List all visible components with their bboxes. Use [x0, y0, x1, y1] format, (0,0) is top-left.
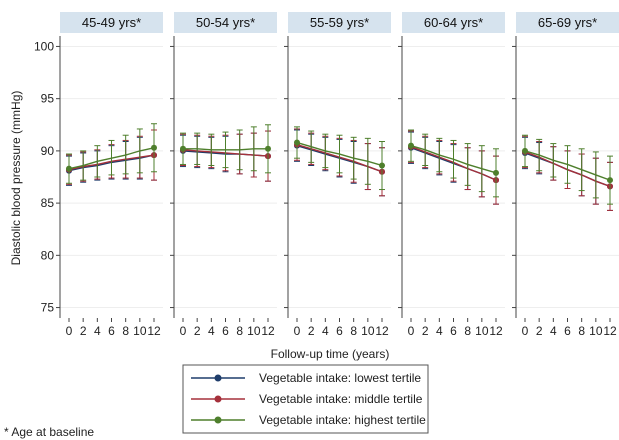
data-point	[66, 165, 72, 172]
data-point	[294, 139, 300, 146]
x-tick-label: 2	[536, 324, 543, 338]
data-point	[151, 144, 157, 151]
panel-2: 55-59 yrs* 0 2 4 6 8 10 12	[284, 12, 391, 338]
series-line	[296, 141, 383, 167]
series-line	[410, 144, 497, 174]
x-tick-label: 0	[180, 324, 187, 338]
panel-1: 50-54 yrs* 0 2 4 6 8 10 12	[170, 12, 277, 338]
series-line	[68, 147, 155, 170]
panel-header	[60, 12, 163, 33]
x-tick-label: 12	[489, 324, 503, 338]
panel-title: 65-69 yrs*	[538, 15, 597, 30]
x-tick-label: 4	[208, 324, 215, 338]
x-tick-label: 8	[122, 324, 129, 338]
series-highest	[294, 126, 385, 191]
x-tick-label: 2	[308, 324, 315, 338]
footnote: * Age at baseline	[4, 425, 94, 439]
legend-marker	[214, 416, 222, 424]
x-tick-label: 0	[408, 324, 415, 338]
x-axis-title: Follow-up time (years)	[271, 347, 390, 361]
x-tick-label: 2	[80, 324, 87, 338]
panel-3: 60-64 yrs* 0 2 4 6 8 10 12	[398, 12, 505, 338]
data-point	[408, 142, 414, 149]
y-tick-label: 95	[41, 92, 55, 106]
legend-label: Vegetable intake: highest tertile	[259, 413, 426, 427]
x-tick-label: 12	[147, 324, 161, 338]
series-highest	[180, 124, 271, 174]
x-tick-label: 8	[350, 324, 357, 338]
x-tick-label: 4	[550, 324, 557, 338]
panel-header	[288, 12, 391, 33]
series-line	[183, 148, 268, 151]
panel-header	[402, 12, 505, 33]
x-tick-label: 12	[375, 324, 389, 338]
legend-marker	[214, 395, 222, 403]
data-point	[265, 145, 271, 152]
data-point	[180, 145, 186, 152]
x-tick-label: 10	[475, 324, 489, 338]
panel-header	[174, 12, 277, 33]
series-highest	[66, 123, 157, 184]
panel-title: 60-64 yrs*	[424, 15, 483, 30]
series-highest	[522, 134, 613, 205]
data-point	[522, 147, 528, 154]
x-tick-label: 6	[222, 324, 229, 338]
panel-title: 45-49 yrs*	[82, 15, 141, 30]
panel-4: 65-69 yrs* 0 2 4 6 8 10 12	[512, 12, 619, 338]
x-tick-label: 6	[108, 324, 115, 338]
x-tick-label: 0	[294, 324, 301, 338]
data-point	[493, 169, 499, 176]
x-tick-label: 6	[564, 324, 571, 338]
y-axis-title: Diastolic blood pressure (mmHg)	[9, 91, 23, 266]
panel-0: 45-49 yrs* 75 80 85 90 95 100 0 2 4 6 8 10 12	[34, 12, 163, 338]
y-tick-label: 100	[34, 39, 54, 53]
legend-label: Vegetable intake: lowest tertile	[259, 371, 421, 385]
series-line	[524, 150, 611, 181]
x-tick-label: 12	[261, 324, 275, 338]
x-tick-label: 0	[66, 324, 73, 338]
y-tick-label: 85	[41, 196, 55, 210]
y-tick-label: 90	[41, 144, 55, 158]
x-tick-label: 4	[94, 324, 101, 338]
legend-entry-lowest: Vegetable intake: lowest tertile	[191, 371, 421, 385]
legend-entry-middle: Vegetable intake: middle tertile	[191, 392, 423, 406]
x-tick-label: 8	[236, 324, 243, 338]
x-tick-label: 2	[422, 324, 429, 338]
x-tick-label: 10	[361, 324, 375, 338]
x-tick-label: 4	[322, 324, 329, 338]
x-tick-label: 10	[133, 324, 147, 338]
x-tick-label: 10	[247, 324, 261, 338]
y-tick-label: 80	[41, 248, 55, 262]
x-tick-label: 0	[522, 324, 529, 338]
x-tick-label: 8	[578, 324, 585, 338]
x-tick-label: 10	[589, 324, 603, 338]
legend-marker	[214, 374, 222, 382]
x-tick-label: 6	[450, 324, 457, 338]
panel-header	[516, 12, 619, 33]
panel-title: 50-54 yrs*	[196, 15, 255, 30]
x-tick-label: 2	[194, 324, 201, 338]
legend-entry-highest: Vegetable intake: highest tertile	[191, 413, 426, 427]
data-point	[607, 177, 613, 184]
x-tick-label: 4	[436, 324, 443, 338]
legend: Vegetable intake: lowest tertile Vegetabl…	[182, 364, 429, 434]
series-highest	[408, 129, 499, 198]
y-tick-label: 75	[41, 301, 55, 315]
legend-label: Vegetable intake: middle tertile	[259, 392, 423, 406]
x-tick-label: 12	[603, 324, 617, 338]
x-tick-label: 8	[464, 324, 471, 338]
data-point	[379, 162, 385, 169]
x-tick-label: 6	[336, 324, 343, 338]
panel-title: 55-59 yrs*	[310, 15, 369, 30]
